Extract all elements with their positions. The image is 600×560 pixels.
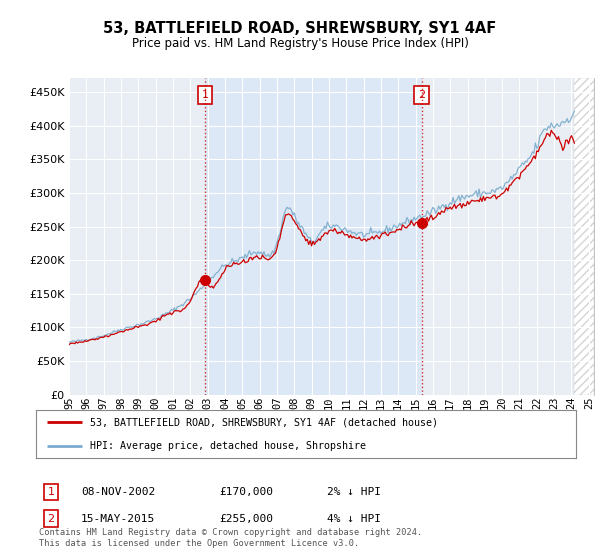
Text: 2: 2 bbox=[47, 514, 55, 524]
Text: 08-NOV-2002: 08-NOV-2002 bbox=[81, 487, 155, 497]
Text: Contains HM Land Registry data © Crown copyright and database right 2024.
This d: Contains HM Land Registry data © Crown c… bbox=[39, 528, 422, 548]
Text: 4% ↓ HPI: 4% ↓ HPI bbox=[327, 514, 381, 524]
Bar bbox=[574, 78, 594, 395]
Text: 1: 1 bbox=[47, 487, 55, 497]
Text: Price paid vs. HM Land Registry's House Price Index (HPI): Price paid vs. HM Land Registry's House … bbox=[131, 37, 469, 50]
Text: 1: 1 bbox=[202, 90, 209, 100]
Text: 53, BATTLEFIELD ROAD, SHREWSBURY, SY1 4AF: 53, BATTLEFIELD ROAD, SHREWSBURY, SY1 4A… bbox=[103, 21, 497, 36]
Text: 2% ↓ HPI: 2% ↓ HPI bbox=[327, 487, 381, 497]
Text: £170,000: £170,000 bbox=[219, 487, 273, 497]
Text: £255,000: £255,000 bbox=[219, 514, 273, 524]
Bar bbox=[205, 78, 422, 395]
Text: 2: 2 bbox=[418, 90, 425, 100]
Bar bbox=[574, 78, 594, 395]
Bar bbox=[422, 78, 574, 395]
Bar bbox=[69, 78, 205, 395]
Text: HPI: Average price, detached house, Shropshire: HPI: Average price, detached house, Shro… bbox=[90, 441, 366, 451]
Text: 53, BATTLEFIELD ROAD, SHREWSBURY, SY1 4AF (detached house): 53, BATTLEFIELD ROAD, SHREWSBURY, SY1 4A… bbox=[90, 417, 438, 427]
Text: 15-MAY-2015: 15-MAY-2015 bbox=[81, 514, 155, 524]
